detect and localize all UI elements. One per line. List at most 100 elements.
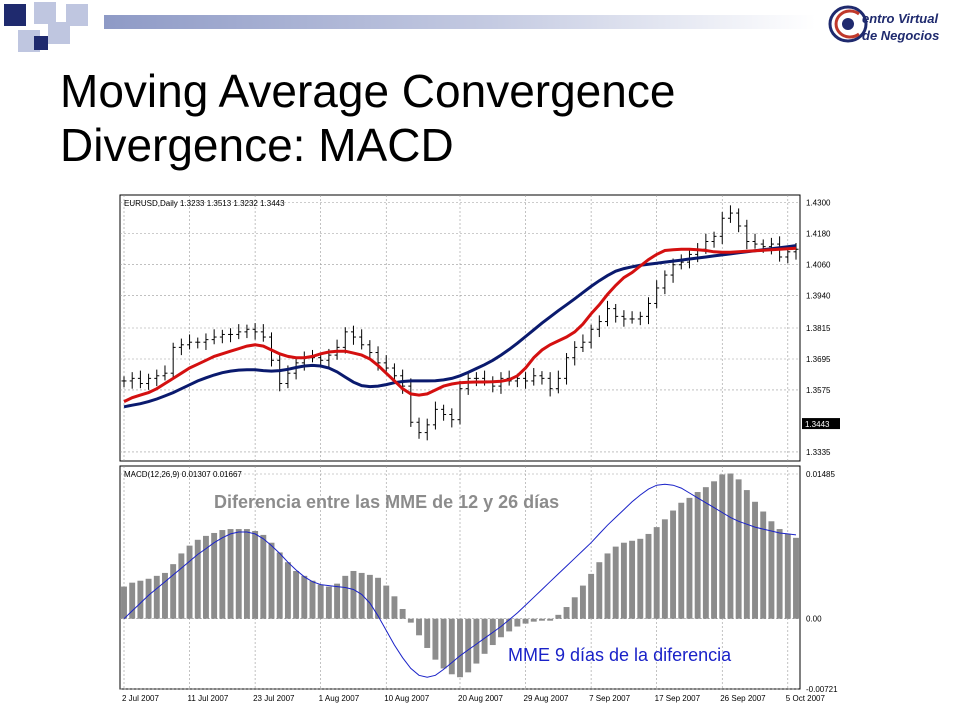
macd-histogram-bar <box>555 614 562 619</box>
histogram-annotation: Diferencia entre las MME de 12 y 26 días <box>214 492 560 512</box>
macd-histogram-bar <box>391 596 398 619</box>
macd-histogram-bar <box>358 572 365 619</box>
deco-square <box>66 4 88 26</box>
macd-histogram-bar <box>465 618 472 673</box>
macd-histogram-bar <box>424 618 431 648</box>
macd-histogram-bar <box>588 573 595 619</box>
deco-square <box>4 4 26 26</box>
macd-histogram-bar <box>522 618 529 624</box>
x-tick-label: 26 Sep 2007 <box>720 694 766 703</box>
macd-histogram-bar <box>252 531 259 619</box>
price-tick-label: 1.4300 <box>806 199 831 208</box>
x-tick-label: 29 Aug 2007 <box>524 694 569 703</box>
macd-histogram-bar <box>211 532 218 619</box>
macd-histogram-bar <box>563 607 570 619</box>
deco-square <box>34 2 56 24</box>
x-tick-label: 1 Aug 2007 <box>319 694 360 703</box>
macd-histogram-bar <box>743 490 750 619</box>
macd-histogram-bar <box>440 618 447 669</box>
macd-histogram-bar <box>629 540 636 619</box>
macd-histogram-bar <box>301 575 308 619</box>
price-tick-label: 1.4060 <box>806 261 831 270</box>
macd-histogram-bar <box>784 533 791 619</box>
macd-histogram-bar <box>694 492 701 619</box>
deco-square <box>48 22 70 44</box>
price-tick-label: 1.3695 <box>806 355 831 364</box>
macd-histogram-bar <box>432 618 439 660</box>
ema-12-line <box>123 246 797 403</box>
macd-histogram-bar <box>571 597 578 619</box>
price-tick-label: 1.3815 <box>806 324 831 333</box>
macd-histogram-bar <box>342 575 349 619</box>
macd-histogram-bar <box>727 473 734 619</box>
macd-histogram-bar <box>260 534 267 619</box>
macd-histogram-bar <box>719 474 726 619</box>
price-macd-chart: 1.4300 1.4180 1.4060 1.3940 1.3815 1.3695 1.35… <box>118 193 844 707</box>
macd-histogram-bar <box>145 578 152 619</box>
price-tick-label: 1.3335 <box>806 448 831 457</box>
price-panel-title: EURUSD,Daily 1.3233 1.3513 1.3232 1.3443 <box>124 199 285 208</box>
macd-histogram-bar <box>457 618 463 678</box>
macd-tick-label: 0.01485 <box>806 470 835 479</box>
logo-line2: de Negocios <box>862 28 939 43</box>
macd-histogram-bar <box>506 618 513 632</box>
x-tick-label: 10 Aug 2007 <box>384 694 429 703</box>
macd-histogram-bar <box>129 582 136 619</box>
macd-histogram-bar <box>325 586 332 619</box>
macd-histogram-bar <box>776 529 783 619</box>
macd-histogram-bar <box>309 580 316 619</box>
x-tick-label: 20 Aug 2007 <box>458 694 503 703</box>
price-tick-label: 1.4180 <box>806 230 831 239</box>
ema-26-line <box>123 244 797 409</box>
macd-histogram-bar <box>498 618 504 638</box>
logo: entro Virtual de Negocios <box>828 5 939 43</box>
signal-annotation: MME 9 días de la diferencia <box>508 645 732 665</box>
macd-histogram-bar <box>539 618 545 621</box>
macd-histogram-bar <box>227 529 234 619</box>
logo-line1: entro Virtual <box>862 11 938 26</box>
macd-panel-title: MACD(12,26,9) 0.01307 0.01667 <box>124 470 242 479</box>
macd-histogram-bar <box>670 510 677 619</box>
macd-histogram-bar <box>760 511 767 619</box>
macd-histogram-bar <box>473 618 480 664</box>
macd-histogram-bar <box>186 545 193 619</box>
x-tick-label: 11 Jul 2007 <box>188 694 229 703</box>
macd-tick-label: -0.00721 <box>806 685 838 694</box>
macd-histogram-bar <box>284 562 291 619</box>
x-tick-label: 2 Jul 2007 <box>122 694 159 703</box>
macd-histogram-bar <box>276 552 283 619</box>
macd-histogram-bar <box>178 553 185 619</box>
header-gradient-bar <box>104 15 816 29</box>
macd-histogram-bar <box>653 527 660 619</box>
macd-histogram-bar <box>793 537 799 619</box>
x-tick-label: 23 Jul 2007 <box>253 694 295 703</box>
macd-histogram-bar <box>170 564 177 619</box>
macd-histogram-bar <box>678 502 685 619</box>
macd-histogram-bar <box>383 585 390 619</box>
slide-title-line2: Divergence: MACD <box>60 119 454 171</box>
x-axis: 2 Jul 2007 11 Jul 2007 23 Jul 2007 1 Aug 20… <box>122 694 825 703</box>
macd-histogram-bar <box>612 546 619 619</box>
macd-histogram-bar <box>661 519 668 619</box>
macd-histogram-bar <box>530 618 537 622</box>
price-tick-label: 1.3575 <box>806 386 831 395</box>
macd-histogram-bar <box>121 586 127 619</box>
macd-histogram-bar <box>686 497 693 619</box>
price-panel: 1.4300 1.4180 1.4060 1.3940 1.3815 1.3695 1.35… <box>119 194 840 462</box>
macd-histogram-bar <box>268 542 275 619</box>
macd-tick-label: 0.00 <box>806 615 822 624</box>
macd-histogram-bar <box>514 618 521 627</box>
chart-background <box>118 193 844 707</box>
macd-histogram-bar <box>547 618 554 621</box>
macd-histogram-bar <box>194 539 201 619</box>
logo-ring-icon <box>828 5 868 43</box>
macd-histogram-bar <box>399 608 406 619</box>
macd-histogram-bar <box>235 529 242 619</box>
macd-histogram-bar <box>620 542 627 619</box>
current-price-label: 1.3443 <box>805 420 830 429</box>
macd-histogram-bar <box>481 618 488 654</box>
macd-histogram-bar <box>350 570 357 619</box>
macd-histogram-bar <box>645 533 652 619</box>
macd-histogram-bar <box>375 577 381 619</box>
macd-histogram-bar <box>203 535 209 619</box>
